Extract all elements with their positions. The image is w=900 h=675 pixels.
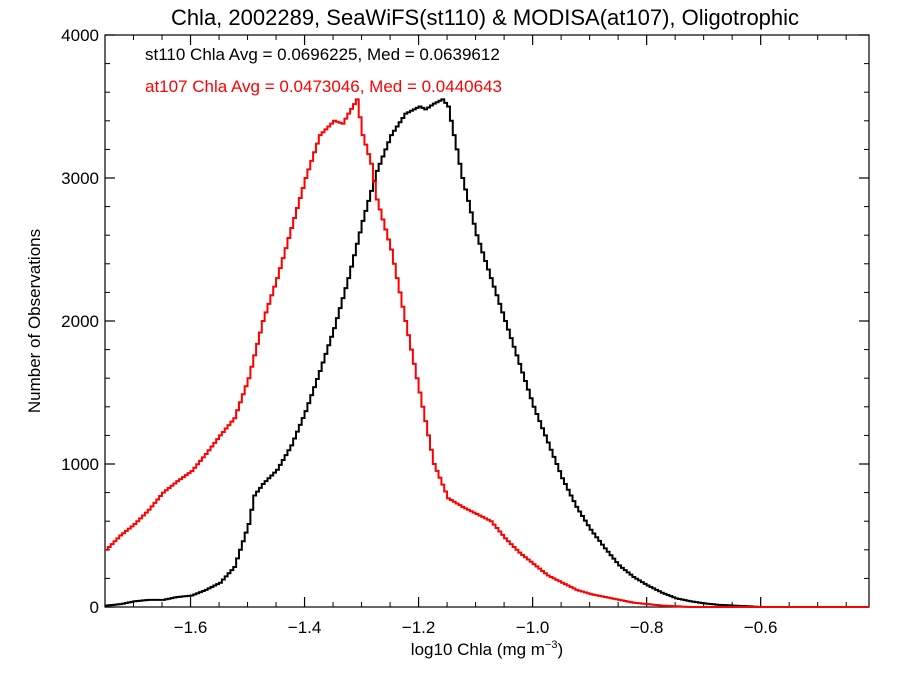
y-axis-label: Number of Observations [25, 229, 44, 413]
annotation-st110: st110 Chla Avg = 0.0696225, Med = 0.0639… [145, 45, 500, 64]
y-tick-label: 1000 [61, 455, 99, 474]
series-st110-histogram [105, 98, 869, 608]
x-tick-label: −1.2 [402, 618, 436, 637]
x-axis-label: log10 Chla (mg m−3) [411, 639, 563, 659]
x-tick-label: −0.6 [744, 618, 778, 637]
y-tick-label: 0 [90, 598, 99, 617]
y-tick-label: 2000 [61, 312, 99, 331]
x-tick-label: −1.6 [174, 618, 208, 637]
y-tick-label: 4000 [61, 26, 99, 45]
y-tick-label: 3000 [61, 169, 99, 188]
annotation-at107: at107 Chla Avg = 0.0473046, Med = 0.0440… [145, 77, 502, 96]
x-tick-label: −1.0 [516, 618, 550, 637]
series-at107-histogram [105, 98, 869, 608]
x-tick-label: −0.8 [630, 618, 664, 637]
x-tick-label: −1.4 [288, 618, 322, 637]
chart-title: Chla, 2002289, SeaWiFS(st110) & MODISA(a… [171, 5, 799, 30]
plot-frame [104, 34, 870, 608]
x-axis-label-exponent: −3 [545, 639, 558, 651]
series-layer [105, 98, 869, 608]
x-axis-label-main: log10 Chla (mg m [411, 640, 545, 659]
x-axis-label-close: ) [558, 640, 564, 659]
axis-ticks: −1.6 −1.4 −1.2 −1.0 −0.8 −0.6 0 1000 2000 3000 400… [61, 26, 869, 637]
